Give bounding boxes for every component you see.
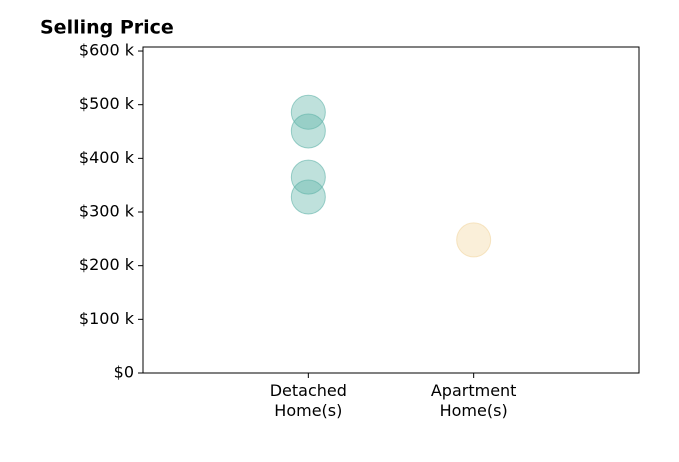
y-tick-label: $200 k [79, 255, 135, 274]
x-tick-label: Detached Home(s) [269, 381, 347, 420]
y-tick-label: $400 k [79, 148, 135, 167]
y-tick-label: $100 k [79, 309, 135, 328]
plot-frame [142, 46, 640, 374]
y-tick-label: $500 k [79, 94, 135, 113]
chart-title: Selling Price [40, 17, 174, 39]
point [290, 113, 326, 149]
y-tick-label: $600 k [79, 41, 135, 60]
point [456, 222, 492, 258]
y-tick-label: $0 [114, 363, 134, 382]
x-tick-label: Apartment Home(s) [430, 381, 517, 420]
point [290, 94, 326, 130]
point [290, 179, 326, 215]
y-tick-label: $300 k [79, 202, 135, 221]
point [290, 159, 326, 195]
